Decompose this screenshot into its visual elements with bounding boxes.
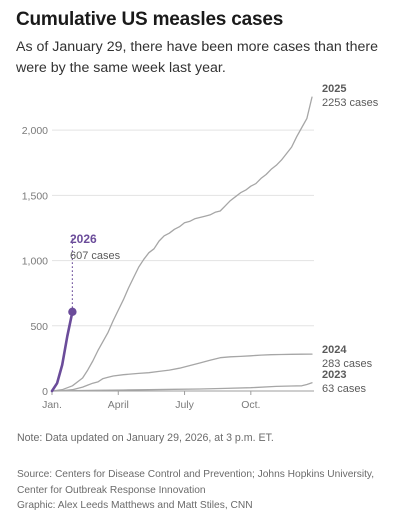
x-tick-label: April [108, 399, 129, 411]
chart-subtitle: As of January 29, there have been more c… [16, 39, 379, 76]
series-label-2026: 2026 [70, 232, 97, 246]
series-value-label-2024: 283 cases [322, 358, 373, 370]
x-tick-label: July [175, 399, 194, 411]
chart-title: Cumulative US measles cases [16, 9, 284, 30]
source-line: Source: Centers for Disease Control and … [17, 469, 375, 480]
y-tick-label: 2,000 [22, 125, 48, 137]
y-tick-label: 1,000 [22, 256, 48, 268]
y-tick-label: 1,500 [22, 190, 48, 202]
y-tick-label: 500 [30, 321, 48, 333]
series-line-2025 [51, 96, 313, 392]
series-line-2026 [50, 310, 74, 393]
x-tick-label: Jan. [42, 399, 62, 411]
series-value-label-2026: 607 cases [70, 250, 121, 262]
series-value-label-2025: 2253 cases [322, 97, 379, 109]
source-line: Center for Outbreak Response Innovation [17, 484, 206, 496]
x-tick-label: Oct. [241, 399, 260, 411]
series-label-2025: 2025 [322, 83, 346, 95]
series-value-label-2023: 63 cases [322, 383, 367, 395]
source-credits: Source: Centers for Disease Control and … [17, 467, 397, 514]
y-tick-label: 0 [42, 386, 48, 398]
series-line-2023 [51, 382, 313, 392]
line-chart: 0 500 1,000 1,500 2,000 Jan. April July Oct. 2025… [22, 83, 379, 411]
data-note: Note: Data updated on January 29, 2026, … [17, 432, 274, 444]
series-endpoint-2026 [68, 307, 77, 317]
series-label-2024: 2024 [322, 344, 347, 356]
series-label-2023: 2023 [322, 369, 346, 381]
series-line-2024 [51, 353, 313, 392]
graphic-credit: Graphic: Alex Leeds Matthews and Matt St… [17, 500, 253, 511]
